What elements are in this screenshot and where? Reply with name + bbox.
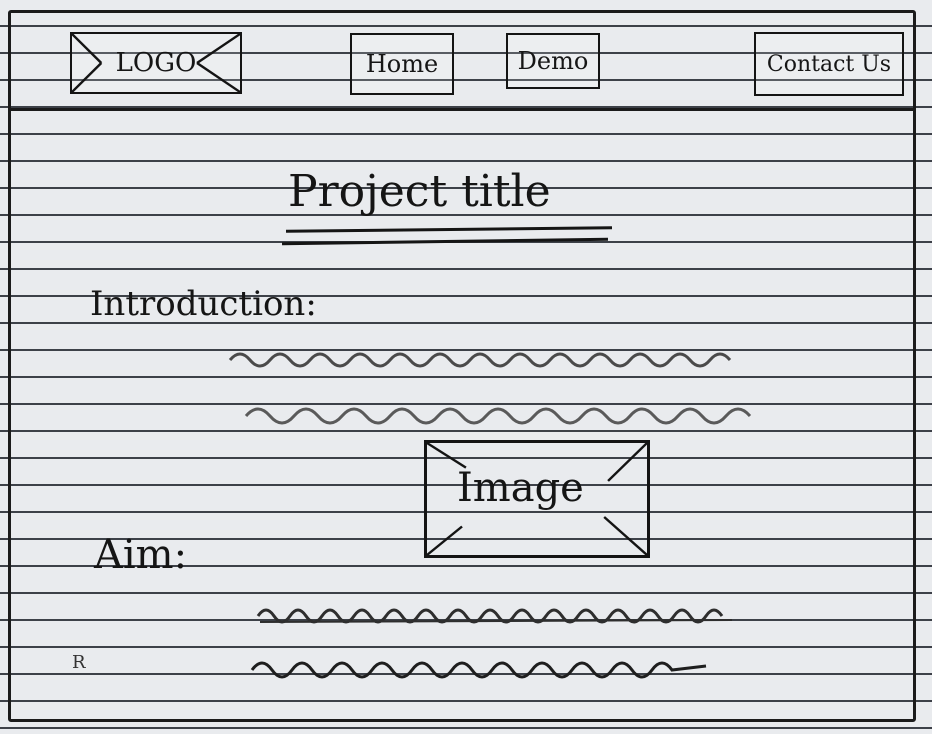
nav-demo-label: Demo	[517, 47, 589, 75]
logo-label: LOGO	[115, 48, 197, 78]
nav-divider	[8, 108, 916, 111]
nav-demo-button[interactable]: Demo	[506, 33, 600, 89]
image-placeholder[interactable]: Image	[424, 440, 650, 558]
aim-heading: Aim:	[94, 532, 188, 578]
image-label: Image	[457, 465, 584, 511]
aim-text-line-2	[250, 661, 707, 679]
nav-home-button[interactable]: Home	[350, 33, 454, 95]
logo-cross-icon	[72, 34, 240, 92]
nav-contact-button[interactable]: Contact Us	[754, 32, 904, 96]
intro-text-line-2	[244, 407, 752, 425]
image-cross-icon	[427, 443, 647, 555]
introduction-heading: Introduction:	[90, 284, 317, 324]
page-title: Project title	[288, 166, 551, 217]
intro-text-line-1	[228, 352, 732, 368]
nav-home-label: Home	[365, 50, 439, 78]
page-frame	[8, 10, 916, 722]
nav-contact-label: Contact Us	[766, 51, 892, 77]
aim-text-line-1	[256, 608, 733, 624]
margin-mark: R	[72, 652, 86, 673]
logo-placeholder[interactable]: LOGO	[70, 32, 242, 94]
